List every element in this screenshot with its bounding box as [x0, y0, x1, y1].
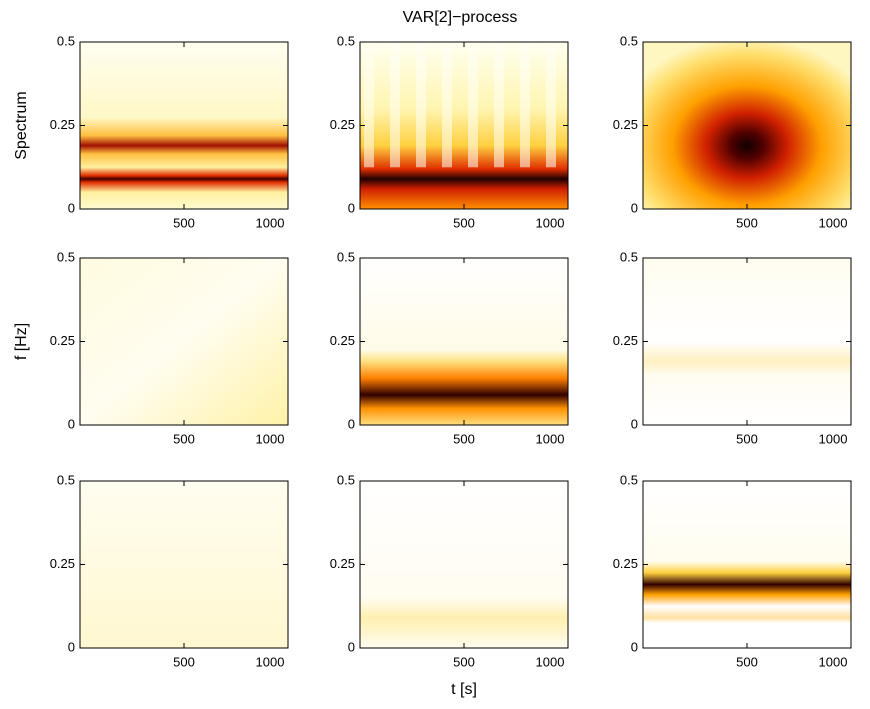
heatmap [80, 258, 288, 425]
x-tick-label: 1000 [536, 215, 565, 230]
y-tick-label: 0 [348, 200, 355, 215]
y-tick-label: 0.5 [337, 33, 355, 48]
chart-title: VAR[2]−process [403, 9, 518, 26]
x-axis-label: t [s] [451, 681, 477, 698]
y-tick-label: 0.25 [613, 556, 638, 571]
heatmap [643, 42, 851, 209]
x-tick-label: 1000 [819, 431, 848, 446]
x-tick-label: 500 [173, 431, 195, 446]
y-tick-label: 0.5 [620, 472, 638, 487]
y-tick-label: 0 [68, 639, 75, 654]
y-tick-label: 0.25 [50, 117, 75, 132]
x-tick-label: 500 [453, 431, 475, 446]
heatmap [643, 481, 851, 648]
y-tick-label: 0 [631, 639, 638, 654]
x-tick-label: 500 [173, 215, 195, 230]
y-tick-label: 0.25 [330, 333, 355, 348]
y-tick-label: 0 [348, 639, 355, 654]
heatmap-stripes [360, 42, 568, 168]
y-tick-label: 0.5 [337, 249, 355, 264]
x-tick-label: 500 [453, 215, 475, 230]
y-tick-label: 0 [631, 200, 638, 215]
heatmap [360, 258, 568, 425]
y-tick-label: 0.25 [330, 117, 355, 132]
y-tick-label: 0 [68, 200, 75, 215]
y-tick-label: 0.25 [613, 333, 638, 348]
y-tick-label: 0.25 [330, 556, 355, 571]
x-tick-label: 1000 [256, 654, 285, 669]
y-tick-label: 0 [68, 416, 75, 431]
y-axis-label: f [Hz] [13, 323, 30, 360]
x-tick-label: 500 [736, 431, 758, 446]
x-tick-label: 500 [453, 654, 475, 669]
y-axis-label: Spectrum [13, 91, 30, 159]
x-tick-label: 500 [736, 654, 758, 669]
heatmap [80, 42, 288, 209]
y-tick-label: 0.5 [337, 472, 355, 487]
heatmap [80, 481, 288, 648]
y-tick-label: 0 [631, 416, 638, 431]
y-tick-label: 0.5 [57, 249, 75, 264]
y-tick-label: 0 [348, 416, 355, 431]
y-tick-label: 0.5 [620, 249, 638, 264]
y-tick-label: 0.5 [57, 33, 75, 48]
y-tick-label: 0.25 [50, 333, 75, 348]
x-tick-label: 1000 [256, 431, 285, 446]
heatmap [360, 481, 568, 648]
y-tick-label: 0.5 [57, 472, 75, 487]
y-tick-label: 0.25 [50, 556, 75, 571]
x-tick-label: 1000 [819, 654, 848, 669]
x-tick-label: 1000 [536, 654, 565, 669]
x-tick-label: 1000 [819, 215, 848, 230]
heatmap [643, 258, 851, 425]
x-tick-label: 500 [173, 654, 195, 669]
x-tick-label: 1000 [256, 215, 285, 230]
x-tick-label: 500 [736, 215, 758, 230]
y-tick-label: 0.5 [620, 33, 638, 48]
y-tick-label: 0.25 [613, 117, 638, 132]
x-tick-label: 1000 [536, 431, 565, 446]
